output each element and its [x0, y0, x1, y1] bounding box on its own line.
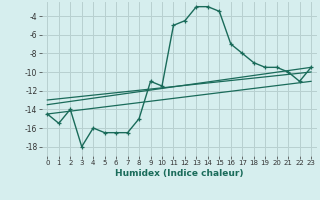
X-axis label: Humidex (Indice chaleur): Humidex (Indice chaleur): [115, 169, 244, 178]
